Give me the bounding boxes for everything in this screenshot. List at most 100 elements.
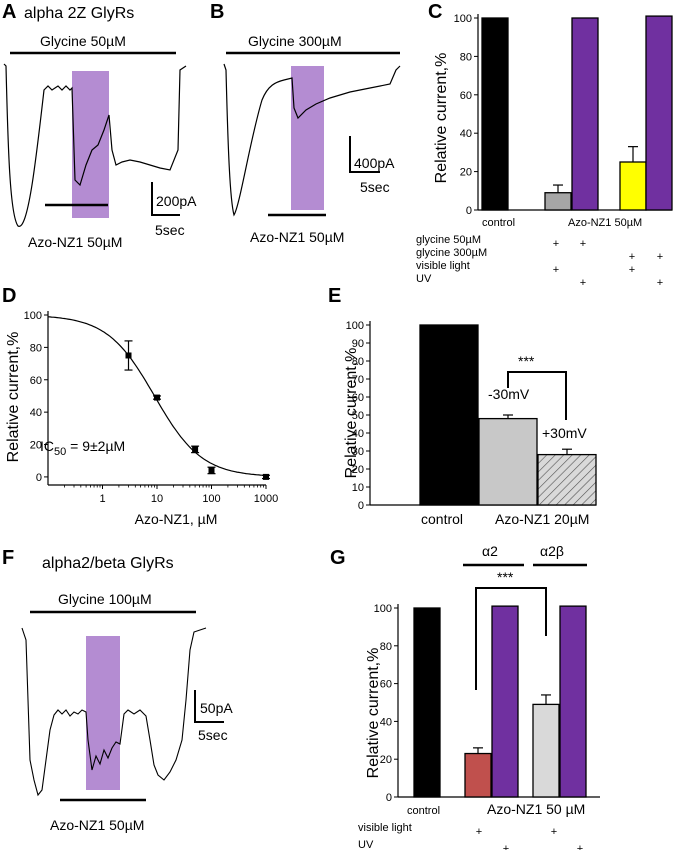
- panel-c-condition-mark: +: [657, 277, 663, 289]
- panel-e-group-drug: Azo-NZ1 20µM: [495, 511, 589, 527]
- panel-d-annotation: IC50 = 9±2µM: [40, 438, 125, 458]
- panel-e-y-tick-label: 70: [352, 374, 364, 386]
- panel-e-bar: [419, 324, 479, 506]
- panel-e-y-tick-label: 0: [358, 500, 364, 512]
- panel-g-bar: [464, 752, 492, 798]
- panel-f-scale-bar: [194, 690, 224, 723]
- panel-g-condition-label: UV: [358, 839, 374, 850]
- panel-d-point: [263, 473, 269, 480]
- panel-c-condition-mark: +: [629, 264, 635, 276]
- panel-c-condition-label: glycine 300µM: [416, 247, 487, 259]
- panel-e-y-tick-label: 100: [346, 320, 364, 332]
- panel-g-letter: G: [330, 547, 346, 569]
- panel-c-y-tick-label: 80: [460, 51, 472, 63]
- panel-a-trace: [3, 63, 187, 227]
- panel-a-title: alpha 2Z GlyRs: [24, 5, 134, 22]
- panel-b-letter: B: [210, 1, 224, 23]
- panel-e-y-tick-label: 20: [352, 464, 364, 476]
- panel-c-condition-mark: +: [629, 251, 635, 263]
- panel-f: F alpha2/beta GlyRs Glycine 100µM Azo-NZ…: [2, 547, 233, 833]
- panel-e-y-tick-label: 30: [352, 446, 364, 458]
- panel-g-y-tick-label: 60: [380, 679, 392, 691]
- panel-d-annotation-main: IC: [40, 438, 54, 454]
- panel-c-letter: C: [428, 1, 442, 23]
- panel-d-x-tick-label: 1: [99, 493, 105, 505]
- panel-g-y-tick-label: 100: [374, 603, 392, 615]
- panel-b-scale-time: 5sec: [360, 179, 390, 195]
- panel-d-x-tick-label: 1000: [254, 493, 278, 505]
- panel-d-y-label: Relative current,%: [5, 332, 22, 463]
- panel-a-scale-current: 200pA: [156, 193, 197, 209]
- panel-c-y-label: Relative current,%: [433, 53, 450, 184]
- panel-d-point: [192, 446, 199, 453]
- panel-b-trace: [223, 63, 401, 217]
- panel-c-y-tick-label: 0: [466, 205, 472, 217]
- panel-e-significance: ***: [518, 353, 535, 369]
- panel-c-condition-mark: +: [657, 251, 663, 263]
- panel-d-y-tick-label: 20: [30, 440, 42, 452]
- panel-c-y-tick-label: 40: [460, 128, 472, 140]
- panel-g-bar: [413, 607, 441, 798]
- panel-d-letter: D: [2, 285, 16, 307]
- panel-c-condition-mark: +: [580, 277, 586, 289]
- panel-c-y-tick-label: 60: [460, 90, 472, 102]
- panel-c-chart: 0 20 40 60 80 100: [454, 13, 673, 217]
- panel-a: A alpha 2Z GlyRs Glycine 50µM Azo-NZ1 50…: [2, 1, 197, 250]
- panel-f-title: alpha2/beta GlyRs: [42, 555, 174, 572]
- panel-b-scale-bar: [349, 136, 380, 173]
- panel-d-point: [208, 467, 215, 474]
- panel-e: E Relative current,% 0 10 20 30 40 50 60 70 80 90…: [328, 285, 597, 527]
- panel-b-scale-current: 400pA: [354, 155, 395, 171]
- panel-a-agonist-label: Glycine 50µM: [40, 33, 126, 49]
- panel-c: C Relative current,% 0 20 40 60 80 100 contro…: [416, 1, 673, 289]
- panel-d-x-tick-label: 10: [151, 493, 163, 505]
- panel-c-bar: [481, 17, 509, 211]
- panel-c-bar: [619, 161, 647, 211]
- panel-e-chart: 0 10 20 30 40 50 60 70 80 90 100: [346, 320, 597, 512]
- panel-c-y-tick-label: 100: [454, 13, 472, 25]
- panel-c-condition-label: UV: [416, 273, 432, 285]
- panel-d-y-tick-label: 40: [30, 407, 42, 419]
- panel-e-bar: [537, 453, 597, 506]
- panel-b: B Glycine 300µM Azo-NZ1 50µM 400pA 5sec: [210, 1, 401, 245]
- panel-g-bar: [491, 605, 519, 798]
- panel-d-x-label: Azo-NZ1, µM: [135, 511, 218, 527]
- panel-f-drug-label: Azo-NZ1 50µM: [50, 817, 144, 833]
- panel-a-light-window: [72, 71, 109, 218]
- panel-g-bracket-label-2: α2β: [540, 543, 564, 559]
- panel-c-condition-label: glycine 50µM: [416, 234, 481, 246]
- panel-g-significance: ***: [497, 569, 514, 585]
- panel-e-y-tick-label: 90: [352, 338, 364, 350]
- panel-a-drug-label: Azo-NZ1 50µM: [28, 234, 122, 250]
- panel-g-y-tick-label: 40: [380, 716, 392, 728]
- panel-c-condition-mark: +: [553, 238, 559, 250]
- panel-e-y-tick-label: 10: [352, 482, 364, 494]
- panel-g-chart: 0 20 40 60 80 100: [374, 603, 600, 804]
- panel-g-y-tick-label: 20: [380, 754, 392, 766]
- panel-g-conditions: visible light + + UV + +: [358, 822, 583, 850]
- panel-b-agonist-label: Glycine 300µM: [248, 33, 342, 49]
- panel-a-scale-bar: [151, 182, 180, 216]
- panel-d-point: [154, 394, 160, 401]
- panel-e-bar-label-2: +30mV: [542, 425, 587, 441]
- panel-c-bar: [571, 17, 599, 211]
- panel-g-condition-mark: +: [476, 826, 482, 838]
- panel-f-agonist-label: Glycine 100µM: [58, 591, 152, 607]
- panel-d: D Relative current,% 0 20 40 60 80 100 1 10 100 1…: [2, 285, 278, 527]
- panel-e-bar: [478, 417, 538, 506]
- panel-a-scale-time: 5sec: [155, 222, 185, 238]
- panel-f-scale-time: 5sec: [198, 727, 228, 743]
- panel-e-bar-label-1: -30mV: [488, 386, 530, 402]
- panel-c-group-drug: Azo-NZ1 50µM: [568, 217, 642, 229]
- panel-e-y-label: Relative current,%: [343, 348, 360, 479]
- panel-g-bar: [559, 605, 587, 798]
- panel-e-y-tick-label: 50: [352, 410, 364, 422]
- panel-c-y-tick-label: 20: [460, 167, 472, 179]
- panel-c-group-control: control: [482, 217, 515, 229]
- panel-g: G Relative current,% α2 α2β *** 0 20 40 60 8…: [330, 543, 600, 850]
- panel-g-significance-bracket: [475, 587, 547, 690]
- panel-b-drug-label: Azo-NZ1 50µM: [250, 229, 344, 245]
- panel-d-y-tick-label: 80: [30, 342, 42, 354]
- panel-e-y-tick-label: 80: [352, 356, 364, 368]
- panel-d-x-tick-label: 100: [202, 493, 220, 505]
